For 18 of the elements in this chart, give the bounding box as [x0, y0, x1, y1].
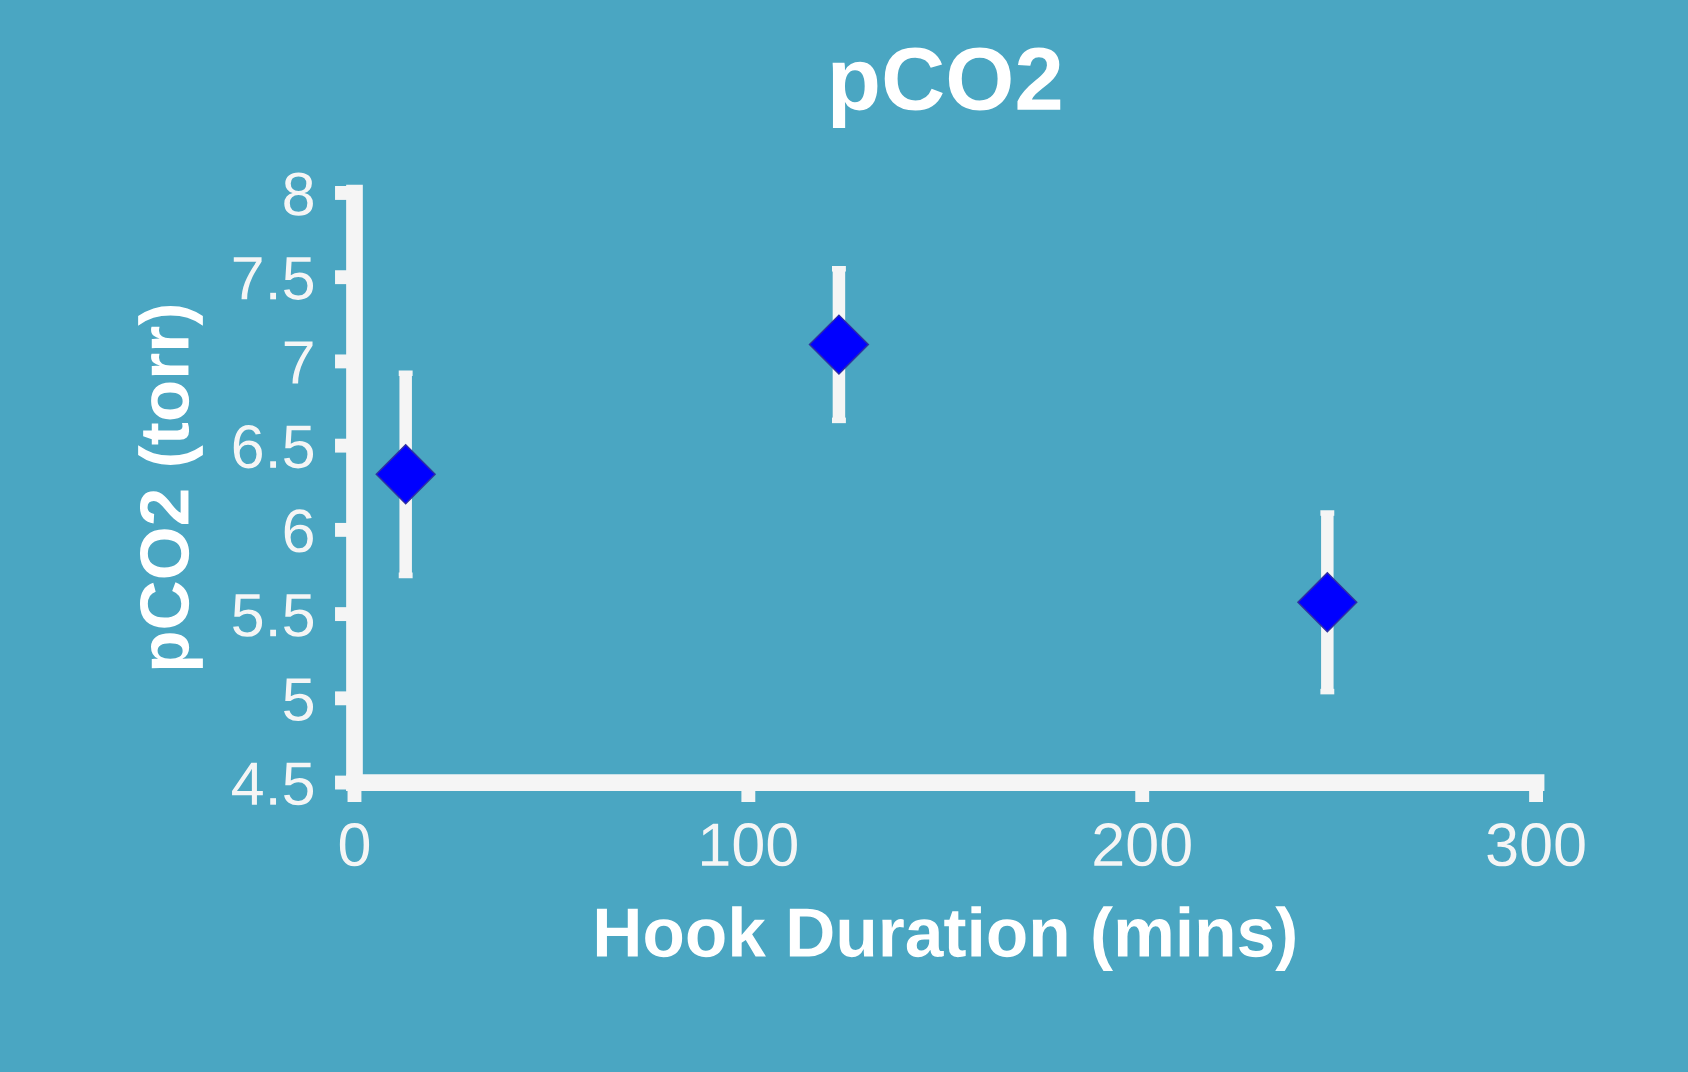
x-axis-title: Hook Duration (mins): [596, 906, 1295, 971]
chart-title: pCO2: [832, 47, 1061, 129]
y-tick-label: 7: [284, 341, 313, 384]
x-tick-label: 100: [702, 823, 797, 867]
x-tick-label: 300: [1487, 823, 1585, 867]
point: [1297, 572, 1358, 633]
x-tick-label: 0: [339, 823, 370, 867]
point: [808, 314, 870, 375]
y-tick-label: 8: [284, 172, 313, 216]
y-tick-label: 6.5: [233, 425, 314, 469]
y-tick-label: 7.5: [233, 257, 314, 300]
y-tick-label: 5.5: [233, 594, 314, 637]
y-tick-label: 4.5: [232, 762, 314, 806]
point: [375, 444, 436, 505]
y-tick-label: 6: [284, 509, 313, 553]
y-axis-title: pCO2 (torr): [138, 306, 203, 669]
y-tick-label: 5: [284, 678, 314, 722]
x-tick-label: 200: [1094, 823, 1191, 867]
